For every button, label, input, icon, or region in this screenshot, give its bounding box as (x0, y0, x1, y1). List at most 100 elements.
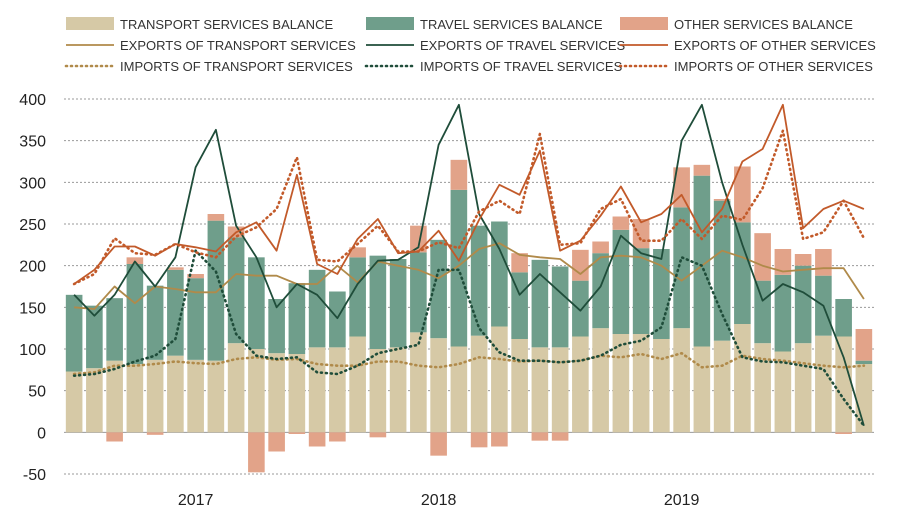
x-year-label: 2017 (178, 492, 214, 509)
bar-other-services-balance (774, 249, 792, 275)
bar-travel-services-balance (369, 255, 387, 349)
bar-other-services-balance (511, 253, 528, 273)
bar-other-services-balance (268, 432, 285, 452)
legend-label: IMPORTS OF TRANSPORT SERVICES (120, 59, 353, 74)
bar-travel-services-balance (86, 305, 103, 369)
bar-transport-services-balance (612, 334, 630, 433)
bar-transport-services-balance (288, 354, 306, 433)
legend-label: OTHER SERVICES BALANCE (674, 17, 853, 32)
bar-travel-services-balance (450, 189, 468, 347)
bar-other-services-balance (632, 219, 650, 249)
bar-other-services-balance (470, 432, 488, 448)
bar-transport-services-balance (65, 371, 83, 433)
bar-transport-services-balance (572, 336, 589, 433)
bar-other-services-balance (248, 432, 265, 473)
bar-other-services-balance (410, 225, 427, 253)
bar-travel-services-balance (389, 259, 407, 348)
bar-transport-services-balance (531, 347, 549, 433)
bar-transport-services-balance (450, 346, 468, 433)
line-exports-of-other-services (73, 103, 865, 285)
bar-travel-services-balance (734, 222, 751, 324)
bar-travel-services-balance (268, 299, 285, 354)
bar-travel-services-balance (227, 237, 245, 344)
bar-travel-services-balance (612, 229, 630, 334)
bar-transport-services-balance (815, 335, 832, 433)
y-tick-label: 250 (19, 217, 46, 234)
bar-travel-services-balance (470, 225, 488, 336)
y-tick-label: -50 (23, 467, 46, 484)
bar-travel-services-balance (794, 265, 812, 344)
bar-other-services-balance (146, 432, 164, 435)
bar-travel-services-balance (855, 360, 873, 364)
bar-other-services-balance (369, 432, 387, 438)
bar-travel-services-balance (653, 249, 670, 339)
line-imports-of-other-services (72, 129, 866, 286)
legend-label: TRANSPORT SERVICES BALANCE (120, 17, 333, 32)
bar-other-services-balance (187, 274, 204, 279)
bar-travel-services-balance (410, 252, 427, 333)
legend-label: IMPORTS OF TRAVEL SERVICES (420, 59, 623, 74)
bar-other-services-balance (329, 432, 346, 442)
legend-swatch (620, 17, 668, 30)
bar-transport-services-balance (389, 347, 407, 433)
bar-other-services-balance (754, 233, 771, 281)
bar-travel-services-balance (592, 253, 609, 329)
bar-transport-services-balance (207, 360, 225, 433)
legend-swatch (366, 17, 414, 30)
bar-transport-services-balance (126, 364, 144, 433)
bar-transport-services-balance (835, 336, 852, 433)
bar-travel-services-balance (673, 207, 690, 329)
bar-other-services-balance (572, 249, 589, 281)
bar-transport-services-balance (653, 339, 670, 433)
lines (72, 103, 866, 428)
bar-transport-services-balance (551, 347, 569, 433)
bar-travel-services-balance (146, 285, 164, 360)
bar-travel-services-balance (632, 248, 650, 334)
bar-transport-services-balance (187, 359, 204, 433)
bar-travel-services-balance (572, 280, 589, 337)
bar-transport-services-balance (470, 335, 488, 433)
bar-transport-services-balance (673, 328, 690, 433)
bar-other-services-balance (430, 432, 447, 456)
bar-travel-services-balance (248, 257, 265, 349)
bar-transport-services-balance (167, 355, 184, 433)
bar-transport-services-balance (491, 326, 508, 433)
legend-label: TRAVEL SERVICES BALANCE (420, 17, 603, 32)
bar-other-services-balance (592, 241, 609, 254)
bar-transport-services-balance (794, 343, 812, 433)
bar-transport-services-balance (511, 339, 528, 433)
bar-transport-services-balance (227, 343, 245, 433)
bar-other-services-balance (450, 159, 468, 190)
bar-travel-services-balance (551, 266, 569, 348)
bar-travel-services-balance (349, 257, 366, 337)
bar-transport-services-balance (349, 336, 366, 433)
y-tick-label: 150 (19, 300, 46, 317)
bar-travel-services-balance (491, 221, 508, 327)
y-tick-label: 50 (28, 384, 46, 401)
bar-transport-services-balance (713, 340, 731, 433)
bar-travel-services-balance (288, 283, 306, 354)
bar-travel-services-balance (754, 280, 771, 344)
axes: -50 0 50 100 150 200 250 300 350 400 2017 2018 2019 (19, 92, 699, 509)
bar-transport-services-balance (734, 324, 751, 433)
bar-travel-services-balance (126, 264, 144, 364)
y-tick-label: 0 (37, 425, 46, 442)
bar-other-services-balance (693, 164, 711, 176)
bar-other-services-balance (612, 216, 630, 230)
bar-travel-services-balance (308, 269, 326, 348)
bar-transport-services-balance (106, 360, 123, 433)
bar-other-services-balance (106, 432, 123, 442)
line-exports-of-transport-services (74, 242, 865, 310)
bar-transport-services-balance (632, 334, 650, 433)
bar-other-services-balance (207, 214, 225, 221)
y-tick-label: 350 (19, 134, 46, 151)
bar-other-services-balance (734, 166, 751, 223)
legend-label: IMPORTS OF OTHER SERVICES (674, 59, 873, 74)
bar-other-services-balance (349, 247, 366, 258)
bar-travel-services-balance (167, 269, 184, 356)
legend: TRANSPORT SERVICES BALANCE EXPORTS OF TRA… (64, 17, 876, 74)
bar-other-services-balance (794, 254, 812, 266)
bar-travel-services-balance (430, 239, 447, 339)
